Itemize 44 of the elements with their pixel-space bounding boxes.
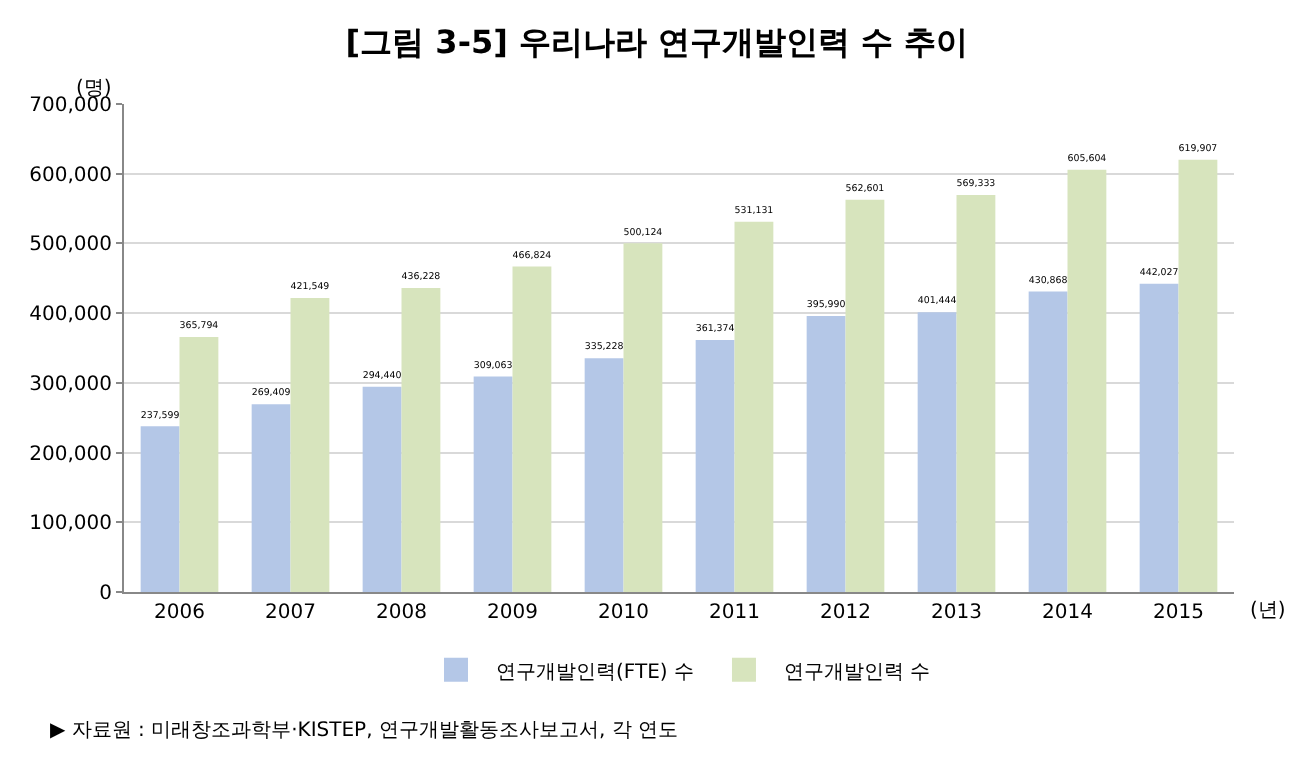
- chart-title: [그림 3-5] 우리나라 연구개발인력 수 추이: [345, 23, 969, 62]
- bar: [623, 243, 663, 592]
- x-tick-label: 2009: [487, 602, 538, 624]
- x-tick-label: 2013: [931, 602, 982, 624]
- bar: [584, 358, 624, 592]
- bar: [473, 376, 513, 592]
- bar: [1178, 159, 1218, 592]
- bar: [179, 336, 219, 592]
- x-tick-label: 2011: [709, 602, 760, 624]
- bar: [917, 312, 957, 592]
- y-tick-label: 300,000: [29, 373, 112, 396]
- y-tick-label: 500,000: [29, 234, 112, 257]
- bar: [1028, 291, 1068, 592]
- bar: [734, 221, 774, 592]
- bar: [845, 199, 885, 592]
- legend-label: 연구개발인력(FTE) 수: [496, 661, 694, 684]
- y-axis-title: (명): [76, 78, 112, 100]
- y-tick-label: 600,000: [29, 164, 112, 187]
- bar: [1067, 169, 1107, 592]
- x-tick-label: 2008: [376, 602, 427, 624]
- x-tick-label: 2015: [1153, 602, 1204, 624]
- bar: [1139, 283, 1179, 592]
- bar: [956, 195, 996, 592]
- bar: [140, 426, 180, 592]
- x-tick-label: 2007: [265, 602, 316, 624]
- y-tick-label: 700,000: [29, 95, 112, 117]
- x-tick-label: 2012: [820, 602, 871, 624]
- y-tick-label: 200,000: [29, 443, 112, 466]
- bar: [251, 404, 291, 592]
- bar: [401, 287, 441, 592]
- bar: [290, 298, 330, 592]
- bar: [695, 340, 735, 592]
- y-tick-label: 100,000: [29, 513, 112, 536]
- y-tick-label: 0: [99, 583, 112, 605]
- bar: [512, 266, 552, 592]
- legend-label: 연구개발인력 수: [783, 661, 931, 684]
- y-tick-label: 400,000: [29, 304, 112, 327]
- bar: [362, 386, 402, 592]
- x-tick-label: 2010: [598, 602, 649, 624]
- x-tick-label: 2014: [1042, 602, 1093, 624]
- text: ▶ 자료원 : 미래창조과학부·KISTEP, 연구개발활동조사보고서, 각 연도: [50, 720, 678, 742]
- x-axis-title: (년): [1250, 600, 1286, 622]
- x-tick-label: 2006: [154, 602, 205, 624]
- bar: [806, 315, 846, 592]
